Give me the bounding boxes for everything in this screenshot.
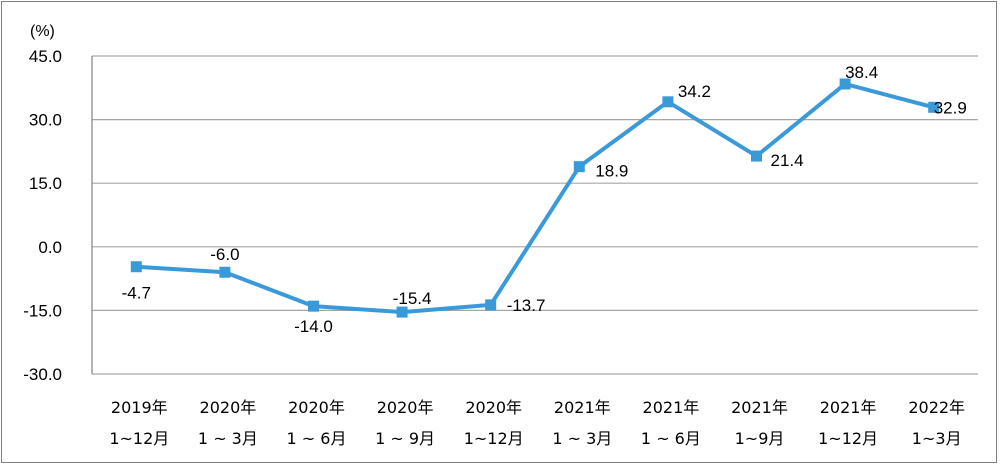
y-tick-label: -30.0 xyxy=(23,365,62,384)
x-tick-label: 2021年 xyxy=(643,398,700,417)
x-tick-label: 2021年 xyxy=(820,398,877,417)
x-tick-label: 2020年 xyxy=(288,398,345,417)
y-tick-label: 30.0 xyxy=(29,111,62,130)
data-label: 18.9 xyxy=(595,162,628,181)
data-label: -13.7 xyxy=(507,296,546,315)
data-point-marker xyxy=(928,101,940,113)
data-point-marker xyxy=(751,150,762,162)
data-label: -4.7 xyxy=(122,284,151,303)
y-tick-label: 0.0 xyxy=(38,238,62,257)
x-tick-label: 1 ~ 3月 xyxy=(552,429,612,448)
x-tick-label: 2020年 xyxy=(200,398,257,417)
data-label: 32.9 xyxy=(934,98,967,117)
y-tick-label: 45.0 xyxy=(29,47,62,66)
x-axis: 2019年 1~12月 2020年 1 ~ 3月 2020年 1 ~ 6月 2020年 1 ~… xyxy=(109,398,965,448)
data-point-marker xyxy=(130,261,142,273)
data-label: -14.0 xyxy=(294,317,333,336)
x-tick-label: 1 ~ 6月 xyxy=(287,429,347,448)
x-tick-label: 1 ~ 9月 xyxy=(375,429,435,448)
x-tick-label: 2019年 xyxy=(111,398,168,417)
y-tick-label: -15.0 xyxy=(23,301,62,320)
x-tick-label: 1~12月 xyxy=(818,429,878,448)
x-tick-label: 2021年 xyxy=(731,398,788,417)
x-tick-label: 2022年 xyxy=(908,398,965,417)
data-point-marker xyxy=(308,300,319,312)
y-tick-label: 15.0 xyxy=(29,174,62,193)
x-tick-label: 1 ~ 3月 xyxy=(198,429,258,448)
data-labels: -4.7 -6.0 -14.0 -15.4 -13.7 18.9 34.2 21.4 38.4 3… xyxy=(122,63,967,336)
x-tick-label: 1~9月 xyxy=(735,429,785,448)
x-tick-label: 1~12月 xyxy=(464,429,524,448)
x-tick-label: 1~12月 xyxy=(109,429,169,448)
data-label: 38.4 xyxy=(845,63,878,82)
data-label: -6.0 xyxy=(210,245,239,264)
x-tick-label: 2020年 xyxy=(377,398,434,417)
data-point-marker xyxy=(485,299,497,311)
x-tick-label: 2021年 xyxy=(554,398,611,417)
data-point-marker xyxy=(396,306,408,318)
x-tick-label: 1 ~ 6月 xyxy=(641,429,701,448)
x-tick-label: 1~3月 xyxy=(912,429,962,448)
gridlines xyxy=(92,55,978,375)
data-point-marker xyxy=(219,266,231,278)
x-tick-label: 2020年 xyxy=(465,398,522,417)
data-point-marker xyxy=(573,161,585,173)
y-axis: 45.0 30.0 15.0 0.0 -15.0 -30.0 xyxy=(23,47,93,384)
data-point-marker xyxy=(662,96,674,108)
data-point-marker xyxy=(839,78,851,90)
data-label: -15.4 xyxy=(393,289,432,308)
series-line xyxy=(130,78,940,318)
data-label: 21.4 xyxy=(771,151,804,170)
y-unit-label: (%) xyxy=(30,23,55,40)
series-polyline xyxy=(136,81,935,315)
data-label: 34.2 xyxy=(678,82,711,101)
